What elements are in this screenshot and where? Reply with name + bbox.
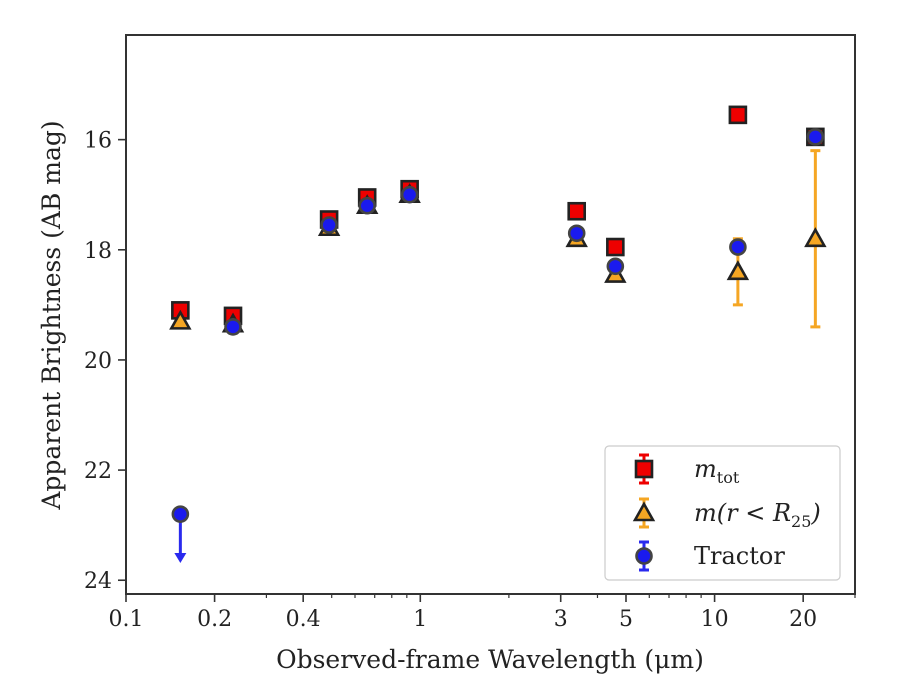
data-point xyxy=(804,227,827,248)
x-tick-label: 1 xyxy=(413,607,427,632)
data-point xyxy=(806,128,825,146)
y-axis-ticks: 16 18 20 22 24 xyxy=(84,129,126,594)
legend-marker-triangle xyxy=(632,501,656,522)
legend-box xyxy=(604,445,841,581)
legend-label: Tractor xyxy=(694,542,785,570)
y-axis-label: Apparent Brightness (AB mag) xyxy=(37,120,66,510)
data-point xyxy=(567,224,586,243)
x-axis-ticks: 0.1 0.2 0.4 1 3 5 10 20 xyxy=(109,594,856,632)
data-point xyxy=(224,318,242,336)
x-axis-label: Observed-frame Wavelength (μm) xyxy=(276,645,704,674)
legend-label: mtot xyxy=(694,455,740,487)
x-tick-label: 0.4 xyxy=(286,607,321,632)
data-point xyxy=(728,105,748,125)
y-tick-label: 18 xyxy=(84,239,112,264)
series-square xyxy=(171,105,825,326)
series-circle xyxy=(171,128,825,563)
y-tick-label: 16 xyxy=(84,129,112,154)
data-point xyxy=(320,216,338,234)
legend-marker-square xyxy=(634,459,654,479)
data-point xyxy=(400,185,419,204)
legend-label: m(r < R25) xyxy=(694,499,821,531)
y-tick-label: 20 xyxy=(84,349,112,374)
chart-marks xyxy=(169,105,827,563)
legend: mtot m(r < R25) Tractor xyxy=(604,445,841,581)
data-point xyxy=(171,505,190,523)
data-point xyxy=(729,238,747,256)
y-tick-label: 24 xyxy=(84,569,112,594)
x-tick-label: 20 xyxy=(789,607,817,632)
y-tick-label: 22 xyxy=(84,459,112,484)
data-point xyxy=(169,309,192,330)
data-point xyxy=(606,237,625,257)
legend-marker-circle xyxy=(635,547,653,565)
data-point xyxy=(567,201,587,221)
series-triangle xyxy=(169,149,827,333)
x-tick-label: 0.2 xyxy=(197,607,232,632)
x-tick-label: 10 xyxy=(701,607,729,632)
x-tick-label: 5 xyxy=(619,607,633,632)
data-point xyxy=(358,196,376,215)
x-tick-label: 0.1 xyxy=(109,607,144,632)
plot-frame xyxy=(125,34,856,595)
data-point xyxy=(606,257,625,276)
upper-limit-arrowhead xyxy=(174,552,187,563)
x-tick-label: 3 xyxy=(554,607,568,632)
data-point xyxy=(726,260,750,281)
